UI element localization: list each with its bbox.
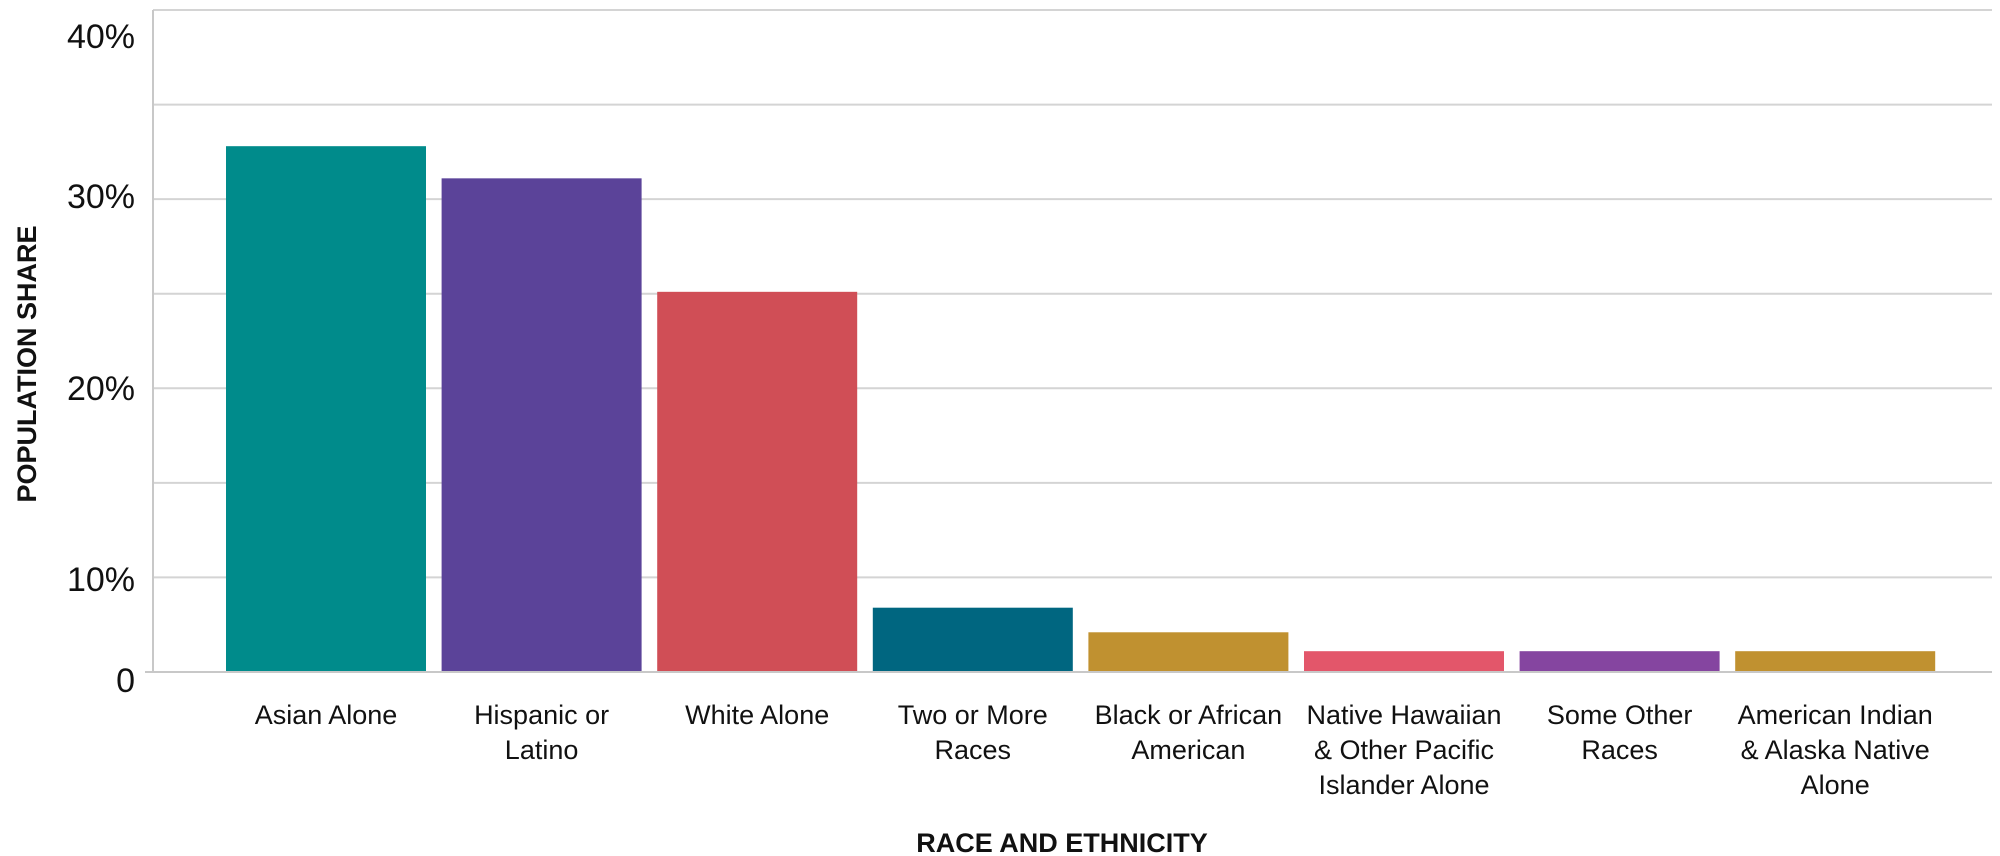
x-category-label: Native Hawaiian & Other Pacific Islander A…	[1306, 700, 1501, 800]
bar	[1519, 651, 1720, 672]
x-category-label: Hispanic or Latino	[474, 700, 609, 765]
bar	[1304, 651, 1504, 672]
x-category-labels: Asian Alone Hispanic or Latino White Alone T…	[255, 700, 1933, 800]
x-category-label: American Indian & Alaska Native Alone	[1738, 700, 1933, 800]
y-tick-label: 0	[116, 662, 135, 700]
bar	[441, 178, 642, 672]
bars	[226, 146, 1936, 672]
y-tick-labels: 0 10% 20% 30% 40%	[67, 18, 135, 700]
x-category-label: Black or African American	[1095, 700, 1283, 765]
bar	[872, 607, 1073, 672]
y-tick-label: 30%	[67, 178, 135, 216]
gridlines	[153, 9, 1992, 579]
x-category-label: Asian Alone	[255, 700, 398, 730]
bar	[657, 291, 858, 672]
bar	[226, 146, 426, 672]
bar	[1735, 651, 1936, 672]
y-tick-label: 20%	[67, 370, 135, 408]
x-axis-title: RACE AND ETHNICITY	[916, 828, 1208, 856]
y-tick-label: 10%	[67, 561, 135, 599]
x-category-label: Two or More Races	[898, 700, 1048, 765]
y-tick-label: 40%	[67, 18, 135, 56]
bar	[1088, 632, 1289, 672]
x-category-label: Some Other Races	[1547, 700, 1693, 765]
y-axis-title: POPULATION SHARE	[12, 225, 42, 502]
x-category-label: White Alone	[685, 700, 829, 730]
